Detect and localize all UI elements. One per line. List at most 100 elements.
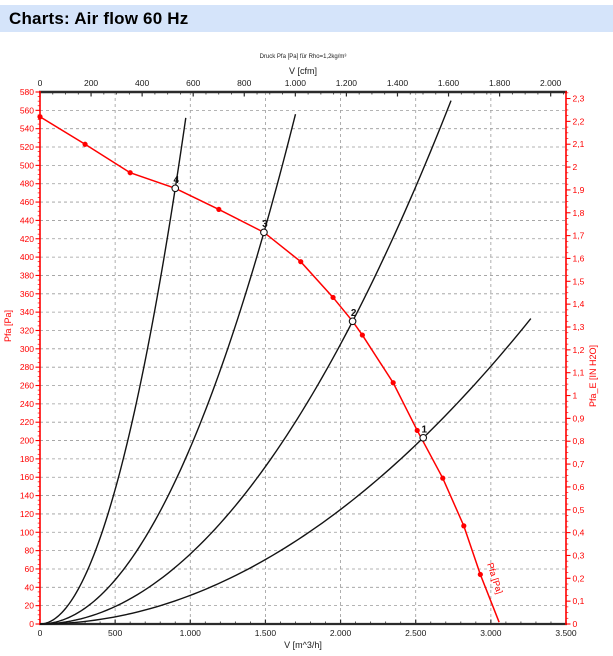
left-tick-label: 60 xyxy=(25,564,35,574)
operating-point-label: 4 xyxy=(173,175,179,186)
left-tick-label: 380 xyxy=(20,270,34,280)
bottom-axis-title: V [m^3/h] xyxy=(284,640,322,650)
right-tick-label: 0,7 xyxy=(573,459,585,469)
left-tick-label: 360 xyxy=(20,289,34,299)
right-tick-label: 0,5 xyxy=(573,505,585,515)
left-tick-label: 20 xyxy=(25,601,35,611)
right-axis: 0 0,1 0,2 0,3 0,4 0,5 0,6 0,7 0,8 0,9 1 1,1 1,2 1,3 1,… xyxy=(565,91,598,629)
fan-curve-point xyxy=(440,475,446,481)
chart-area: Druck Pfa [Pa] für Rho=1,2kg/m³ V [cfm] 0 2… xyxy=(0,32,613,654)
right-tick-label: 0,6 xyxy=(573,482,585,492)
right-tick-label: 1,6 xyxy=(573,253,585,263)
right-tick-label: 2,1 xyxy=(573,139,585,149)
fan-curve-point xyxy=(359,332,365,338)
left-tick-label: 420 xyxy=(20,234,34,244)
top-tick-label: 600 xyxy=(186,78,200,88)
fan-curve-inline-label: Pfa [Pa] xyxy=(485,562,504,596)
bottom-tick-label: 1.500 xyxy=(255,628,277,638)
left-tick-label: 300 xyxy=(20,344,34,354)
system-curves xyxy=(39,100,532,625)
top-tick-label: 200 xyxy=(84,78,98,88)
right-tick-label: 0,2 xyxy=(573,573,585,583)
right-tick-label: 1,5 xyxy=(573,276,585,286)
grid xyxy=(40,92,566,624)
left-tick-label: 260 xyxy=(20,381,34,391)
top-tick-label: 1.000 xyxy=(285,78,307,88)
operating-point-label: 1 xyxy=(421,424,427,435)
left-axis: 0 20 40 60 80 100 120 140 160 180 200 220 240 260 280 3… xyxy=(3,87,41,629)
operating-point-label: 3 xyxy=(262,219,268,230)
page-title: Charts: Air flow 60 Hz xyxy=(9,8,189,28)
left-tick-label: 0 xyxy=(29,619,34,629)
top-tick-label: 1.600 xyxy=(438,78,460,88)
bottom-tick-label: 2.500 xyxy=(405,628,427,638)
system-curve-3 xyxy=(39,113,297,625)
top-tick-label: 2.000 xyxy=(540,78,562,88)
left-tick-label: 160 xyxy=(20,472,34,482)
system-curve-1 xyxy=(39,318,532,625)
right-tick-label: 0,8 xyxy=(573,436,585,446)
right-tick-label: 1,3 xyxy=(573,322,585,332)
fan-curve-point xyxy=(477,571,483,578)
chart-subtitle: Druck Pfa [Pa] für Rho=1,2kg/m³ xyxy=(260,54,347,60)
right-tick-label: 0,3 xyxy=(573,550,585,560)
page-title-bar: Charts: Air flow 60 Hz xyxy=(0,5,613,32)
left-tick-label: 440 xyxy=(20,215,34,225)
operating-points: 4 3 2 1 xyxy=(171,175,428,442)
left-tick-label: 100 xyxy=(20,527,34,537)
right-tick-label: 0,4 xyxy=(573,528,585,538)
right-tick-label: 1,7 xyxy=(573,231,585,241)
left-tick-label: 240 xyxy=(20,399,34,409)
left-tick-label: 40 xyxy=(25,582,35,592)
right-tick-label: 2 xyxy=(573,162,578,172)
left-tick-label: 120 xyxy=(20,509,34,519)
left-tick-label: 500 xyxy=(20,160,34,170)
page: Charts: Air flow 60 Hz Druck Pfa [Pa] fü… xyxy=(0,5,613,656)
right-tick-label: 0 xyxy=(573,619,578,629)
right-tick-label: 0,1 xyxy=(573,596,585,606)
right-tick-label: 1,8 xyxy=(573,208,585,218)
operating-point-label: 2 xyxy=(351,308,357,319)
left-tick-label: 580 xyxy=(20,87,34,97)
operating-point-2 xyxy=(348,317,357,326)
left-tick-label: 180 xyxy=(20,454,34,464)
fan-curve xyxy=(37,114,500,623)
top-tick-label: 0 xyxy=(38,78,43,88)
left-tick-label: 480 xyxy=(20,179,34,189)
right-tick-label: 1,9 xyxy=(573,185,585,195)
operating-point-4 xyxy=(171,184,180,193)
left-tick-label: 80 xyxy=(25,546,35,556)
fan-curve-point xyxy=(390,380,396,386)
system-curve-2 xyxy=(39,100,452,625)
fan-curve-point xyxy=(82,141,88,147)
top-tick-label: 800 xyxy=(237,78,251,88)
bottom-tick-label: 2.000 xyxy=(330,628,352,638)
left-tick-label: 540 xyxy=(20,124,34,134)
top-tick-label: 1.400 xyxy=(387,78,409,88)
top-tick-label: 1.200 xyxy=(336,78,358,88)
airflow-chart-svg: Druck Pfa [Pa] für Rho=1,2kg/m³ V [cfm] 0 2… xyxy=(3,54,598,650)
fan-curve-point xyxy=(330,294,336,301)
bottom-tick-label: 3.500 xyxy=(555,628,577,638)
left-tick-label: 320 xyxy=(20,325,34,335)
left-tick-label: 220 xyxy=(20,417,34,427)
system-curve-4 xyxy=(39,117,187,625)
fan-curve-point xyxy=(298,259,304,265)
fan-curve-point xyxy=(414,427,420,434)
fan-curve-line xyxy=(39,116,500,623)
left-tick-label: 340 xyxy=(20,307,34,317)
left-tick-label: 460 xyxy=(20,197,34,207)
top-axis-title: V [cfm] xyxy=(289,66,317,76)
top-tick-label: 1.800 xyxy=(489,78,511,88)
operating-point-1 xyxy=(419,433,428,442)
right-tick-label: 2,3 xyxy=(573,94,585,104)
top-axis: 0 200 400 600 800 1.000 1.200 1.400 1.600 1.800 2.… xyxy=(38,78,567,97)
bottom-tick-label: 0 xyxy=(38,628,43,638)
left-tick-label: 140 xyxy=(20,491,34,501)
left-axis-title: Pfa [Pa] xyxy=(3,310,13,342)
left-tick-label: 400 xyxy=(20,252,34,262)
fan-curve-point xyxy=(461,523,467,529)
right-tick-label: 0,9 xyxy=(573,413,585,423)
right-tick-label: 2,2 xyxy=(573,116,585,126)
bottom-tick-label: 500 xyxy=(108,628,122,638)
